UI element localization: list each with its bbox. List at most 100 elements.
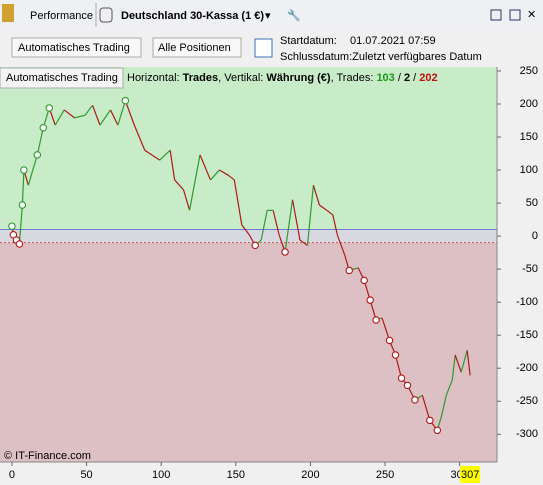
trade-marker (345, 266, 353, 275)
equity-segment (188, 154, 201, 211)
trade-marker (251, 241, 259, 250)
trade-marker (403, 381, 412, 390)
equity-segment (159, 149, 171, 161)
trade-marker (391, 351, 400, 359)
panel-label-box (0, 67, 124, 89)
equity-segment (445, 379, 453, 396)
y-tick-label: 150 (520, 131, 538, 143)
close[interactable]: ✕ (527, 9, 536, 21)
panel-label: Automatisches Trading (6, 72, 118, 84)
caption-part: 2 (404, 72, 413, 84)
equity-segment (63, 109, 75, 119)
y-tick-label: 200 (520, 98, 538, 110)
trade-marker (20, 166, 28, 174)
equity-segment (27, 154, 38, 186)
y-tick-label: 50 (526, 197, 538, 209)
trade-marker (18, 201, 27, 209)
trade-marker (39, 124, 48, 132)
equity-segment (36, 127, 44, 155)
equity-segment (319, 204, 328, 211)
caption-part: Horizontal: (127, 72, 183, 84)
equity-segment (219, 169, 229, 176)
minimize[interactable] (490, 9, 502, 21)
equity-segment (336, 234, 346, 256)
equity-segment (227, 174, 235, 181)
equity-segment (54, 109, 65, 126)
y-tick-label: -250 (516, 395, 538, 407)
equity-segment (394, 354, 403, 379)
trade-marker (426, 416, 434, 425)
loss-zone (0, 242, 497, 462)
equity-segment (91, 105, 101, 126)
equity-segment (299, 239, 308, 246)
x-tick-label: 150 (227, 469, 245, 481)
equity-segment (169, 150, 176, 181)
trade-marker (360, 276, 368, 285)
equity-segment (199, 154, 211, 181)
equity-segment (74, 114, 86, 119)
trade-marker (33, 151, 42, 159)
equity-segment (241, 224, 250, 236)
equity-segment (441, 395, 447, 416)
caption-part: 103 (376, 72, 397, 84)
trade-marker (8, 222, 16, 230)
caption-part: Trades (183, 72, 218, 84)
equity-segment (209, 169, 220, 181)
tab-performance[interactable]: Performance (30, 10, 93, 22)
caption-part: 202 (419, 72, 437, 84)
equity-segment (454, 354, 462, 373)
toolbar (0, 0, 543, 30)
equity-segment (306, 185, 315, 246)
caption-part: , Vertikal: (218, 72, 266, 84)
trade-marker (385, 336, 394, 345)
neutral-band (0, 229, 497, 243)
y-tick-label: -300 (516, 428, 538, 440)
maximize[interactable] (509, 9, 521, 21)
equity-segment (233, 179, 243, 225)
y-tick-label: -150 (516, 329, 538, 341)
y-tick-label: 100 (520, 164, 538, 176)
x-tick-label: 0 (9, 469, 15, 481)
y-tick-label: 0 (532, 230, 538, 242)
equity-segment (183, 189, 191, 211)
cursor-box (460, 466, 481, 483)
caption: Horizontal: Trades, Vertikal: Währung (€… (127, 72, 438, 84)
tab-instrument[interactable]: Deutschland 30-Kassa (1 €) (121, 10, 264, 22)
x-tick-label: 250 (376, 469, 394, 481)
x-tick-label: 200 (301, 469, 319, 481)
equity-segment (451, 354, 456, 381)
equity-segment (291, 199, 301, 241)
equity-segment (284, 199, 294, 253)
equity-segment (84, 104, 94, 116)
chart: 250 200 150 100 50 0 -50 -100 -150 -200 -250 -300 0 5… (0, 65, 543, 485)
tool-icon[interactable]: 🔧 (287, 8, 301, 22)
equity-segment (18, 205, 23, 245)
profit-zone (0, 67, 497, 230)
caption-part: Währung (€) (266, 72, 330, 84)
equity-segment (332, 214, 338, 235)
dropdown-arrow[interactable]: ▾ (265, 10, 271, 22)
dropdown-label[interactable]: Alle Positionen (158, 42, 231, 54)
x-tick-label: 50 (80, 469, 92, 481)
caption-part: , Trades: (331, 72, 377, 84)
equity-segment (466, 350, 471, 376)
caption-part: / (413, 72, 419, 84)
dropdown-label[interactable]: Automatisches Trading (18, 42, 130, 54)
dropdown[interactable] (11, 37, 142, 58)
trade-marker (45, 104, 54, 112)
link-icon[interactable] (99, 7, 113, 23)
y-tick-label: -200 (516, 362, 538, 374)
equity-segment (312, 185, 320, 206)
start-value[interactable]: 01.07.2021 07:59 (350, 35, 436, 47)
equity-segment (117, 100, 126, 126)
trade-marker (15, 240, 24, 248)
trade-marker (397, 374, 406, 382)
calendar-icon[interactable] (254, 38, 273, 58)
tab-icon (2, 4, 14, 22)
equity-segment (144, 149, 161, 161)
trade-marker (121, 96, 130, 105)
equity-segment (421, 395, 431, 421)
dropdown[interactable] (152, 37, 242, 58)
equity-segment (260, 210, 268, 241)
equity-segment (326, 209, 334, 216)
